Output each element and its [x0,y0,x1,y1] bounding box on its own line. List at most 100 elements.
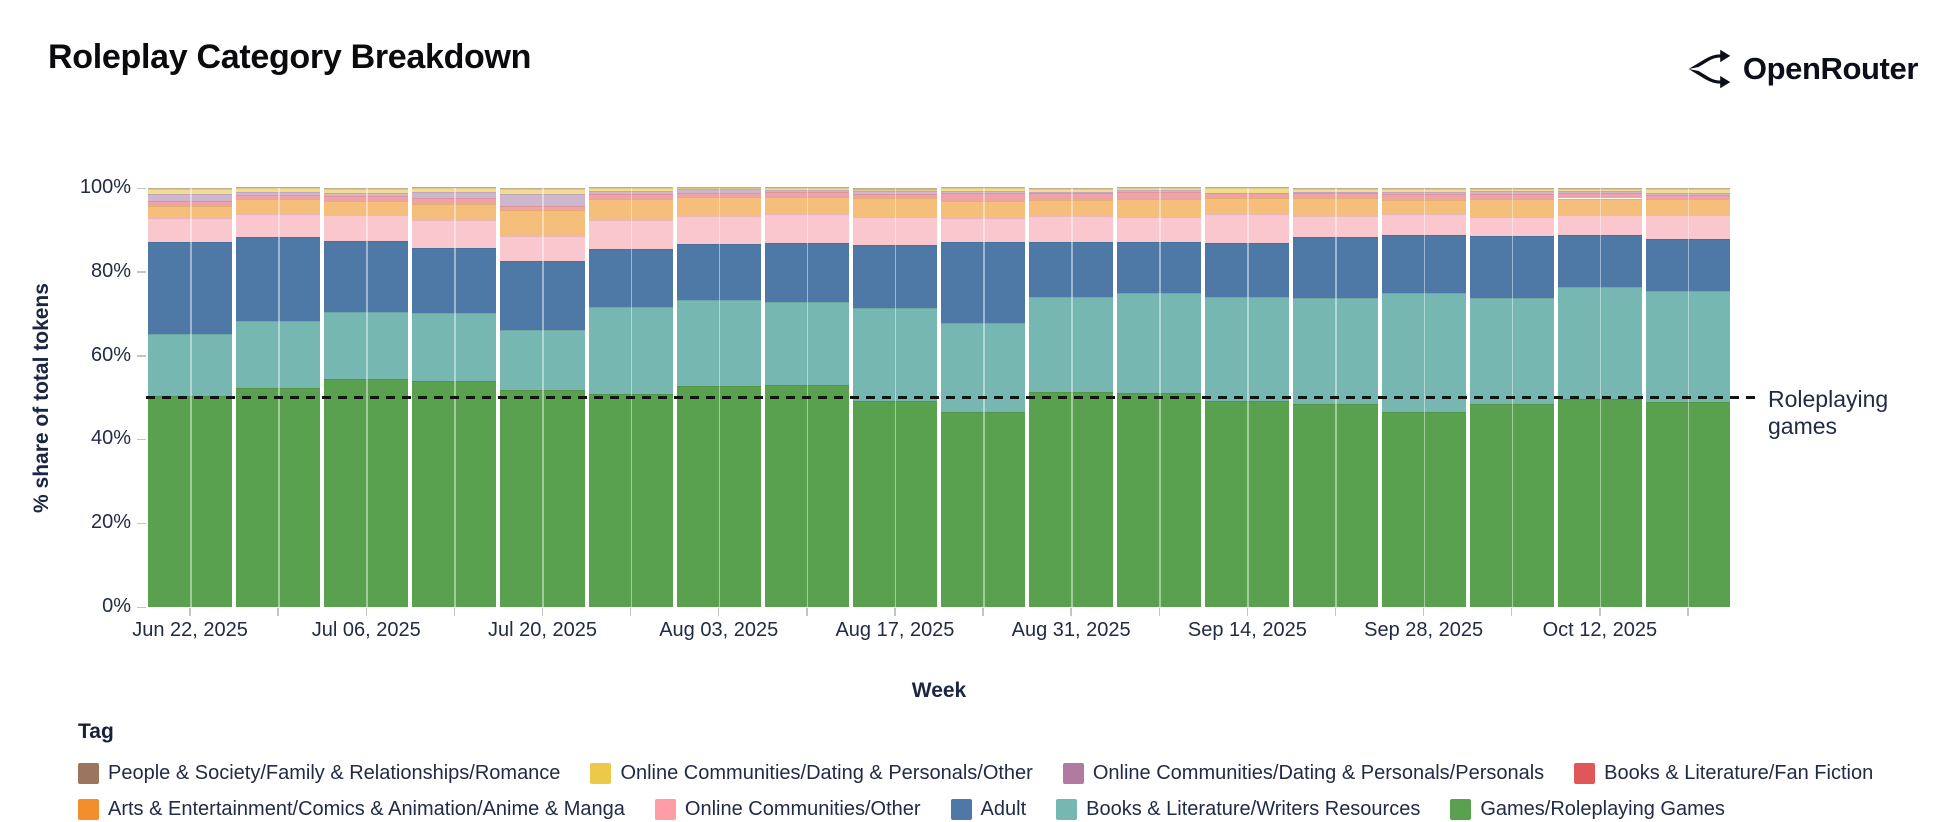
bar-segment[interactable] [324,200,409,215]
bar-segment[interactable] [148,188,233,194]
bar-segment[interactable] [852,245,937,309]
bar-segment[interactable] [412,381,497,607]
bar-segment[interactable] [1117,198,1202,217]
bar-segment[interactable] [852,308,937,401]
bar-segment[interactable] [148,333,233,397]
bar-segment[interactable] [1029,192,1114,194]
bar-segment[interactable] [852,190,937,195]
bar-segment[interactable] [1205,197,1290,215]
bar-segment[interactable] [1381,191,1466,195]
bar-segment[interactable] [1205,243,1290,297]
bar-segment[interactable] [1557,234,1642,287]
legend-item[interactable]: Books & Literature/Writers Resources [1056,798,1420,821]
bar-segment[interactable] [1117,216,1202,243]
bar-segment[interactable] [676,188,761,190]
bar-segment[interactable] [1381,200,1466,215]
legend-item[interactable]: Online Communities/Dating & Personals/Ot… [590,762,1033,785]
bar-segment[interactable] [500,210,585,236]
bar-segment[interactable] [148,201,233,206]
bar-week[interactable] [764,187,849,607]
bar-segment[interactable] [1469,198,1554,218]
bar-segment[interactable] [148,217,233,243]
bar-segment[interactable] [1205,193,1290,198]
bar-segment[interactable] [1469,236,1554,299]
bar-segment[interactable] [1557,188,1642,192]
bar-segment[interactable] [236,195,321,199]
bar-segment[interactable] [1645,187,1730,189]
bar-segment[interactable] [1469,190,1554,195]
bar-segment[interactable] [588,187,673,189]
bar-segment[interactable] [500,235,585,261]
bar-segment[interactable] [941,411,1026,607]
bar-segment[interactable] [764,191,849,197]
bar-segment[interactable] [588,307,673,395]
bar-segment[interactable] [1469,194,1554,199]
bar-segment[interactable] [1293,193,1378,199]
bar-segment[interactable] [1205,187,1290,189]
legend-item[interactable]: Games/Roleplaying Games [1450,798,1725,821]
bar-week[interactable] [1029,187,1114,607]
bar-segment[interactable] [676,192,761,197]
bar-segment[interactable] [1645,239,1730,292]
bar-segment[interactable] [1645,291,1730,403]
bar-segment[interactable] [236,214,321,237]
bar-segment[interactable] [1381,189,1466,192]
bar-segment[interactable] [1469,187,1554,189]
bar-segment[interactable] [588,193,673,200]
bar-segment[interactable] [852,216,937,245]
bar-segment[interactable] [1557,187,1642,189]
bar-segment[interactable] [1029,242,1114,298]
bar-segment[interactable] [148,187,233,189]
bar-segment[interactable] [500,389,585,607]
bar-segment[interactable] [941,187,1026,189]
bar-segment[interactable] [500,260,585,331]
legend-item[interactable]: Online Communities/Other [654,798,921,821]
bar-segment[interactable] [1029,391,1114,607]
bar-segment[interactable] [1117,293,1202,394]
bar-segment[interactable] [764,243,849,302]
bar-segment[interactable] [412,248,497,314]
legend-item[interactable]: People & Society/Family & Relationships/… [78,762,560,785]
bar-segment[interactable] [1029,193,1114,201]
bar-segment[interactable] [1557,286,1642,400]
bar-segment[interactable] [676,189,761,193]
bar-week[interactable] [324,187,409,607]
bar-segment[interactable] [412,203,497,220]
bar-week[interactable] [1205,187,1290,607]
bar-segment[interactable] [1645,214,1730,240]
bar-segment[interactable] [236,191,321,196]
bar-segment[interactable] [676,196,761,216]
bar-segment[interactable] [324,188,409,193]
bar-segment[interactable] [1029,188,1114,193]
bar-segment[interactable] [236,236,321,321]
bar-segment[interactable] [1293,188,1378,192]
bar-segment[interactable] [1469,404,1554,607]
bar-segment[interactable] [1117,393,1202,607]
bar-segment[interactable] [324,195,409,201]
bar-segment[interactable] [1645,402,1730,607]
bar-segment[interactable] [1469,298,1554,405]
bar-segment[interactable] [236,320,321,389]
bar-segment[interactable] [1117,192,1202,199]
bar-segment[interactable] [588,190,673,194]
bar-segment[interactable] [1293,191,1378,194]
legend-item[interactable]: Online Communities/Dating & Personals/Pe… [1062,762,1544,785]
bar-segment[interactable] [1293,198,1378,216]
bar-segment[interactable] [1117,242,1202,294]
bar-segment[interactable] [764,301,849,385]
bar-segment[interactable] [852,189,937,191]
bar-week[interactable] [1469,187,1554,607]
bar-segment[interactable] [941,218,1026,243]
bar-segment[interactable] [1557,198,1642,215]
bar-segment[interactable] [941,188,1026,191]
bar-segment[interactable] [1469,217,1554,237]
bar-segment[interactable] [676,244,761,300]
bar-week[interactable] [588,187,673,607]
bar-segment[interactable] [412,219,497,249]
bar-segment[interactable] [1381,234,1466,294]
legend-item[interactable]: Arts & Entertainment/Comics & Animation/… [78,798,625,821]
bar-segment[interactable] [941,242,1026,323]
bar-segment[interactable] [148,205,233,218]
bar-week[interactable] [676,187,761,607]
bar-segment[interactable] [1205,214,1290,244]
